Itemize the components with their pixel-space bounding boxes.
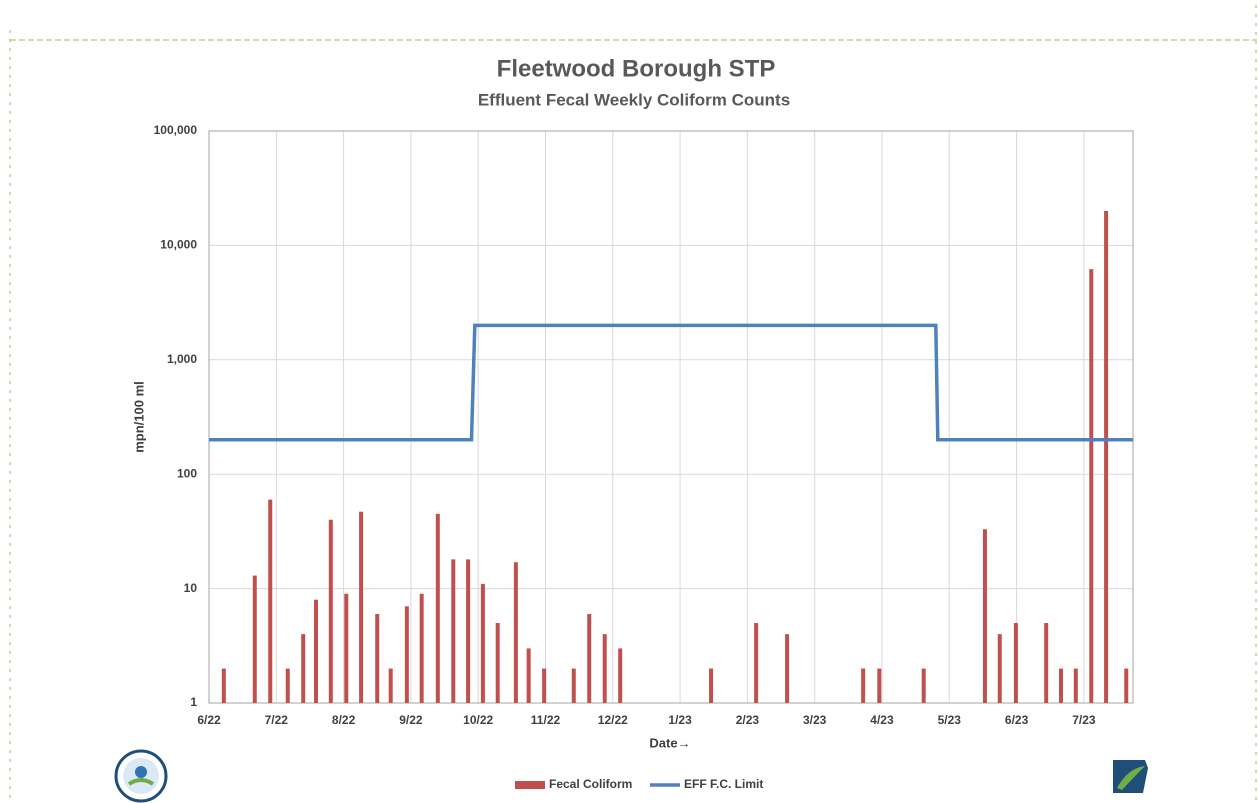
bar	[997, 634, 1002, 703]
x-tick-label: 12/22	[598, 713, 628, 727]
bar	[571, 668, 576, 703]
x-tick-label: 7/23	[1072, 713, 1096, 727]
bar	[1124, 668, 1129, 703]
legend-label: Fecal Coliform	[549, 777, 632, 791]
bar	[618, 648, 623, 703]
chart-title: Fleetwood Borough STP	[497, 55, 776, 82]
y-tick-label: 1,000	[167, 352, 197, 366]
bar	[602, 634, 607, 703]
x-tick-label: 10/22	[463, 713, 493, 727]
x-tick-label: 1/23	[668, 713, 692, 727]
limit-line	[209, 323, 1133, 442]
bar	[1089, 269, 1094, 703]
y-axis-label: mpn/100 ml	[131, 381, 146, 453]
bar	[435, 513, 440, 703]
x-axis-label: Date→	[649, 735, 690, 750]
legend-swatch	[515, 781, 545, 789]
x-tick-label: 11/22	[531, 713, 561, 727]
y-tick-label: 10	[184, 581, 198, 595]
bar	[359, 511, 364, 703]
pa-logo	[1113, 760, 1148, 793]
x-tick-label: 4/23	[870, 713, 894, 727]
x-tick-label: 3/23	[803, 713, 827, 727]
y-tick-label: 10,000	[160, 238, 197, 252]
bar	[542, 668, 547, 703]
x-tick-label: 9/22	[399, 713, 423, 727]
bar	[526, 648, 531, 703]
bar	[587, 613, 592, 703]
plot-frame	[208, 130, 1134, 704]
y-tick-label: 100	[177, 466, 197, 480]
bar	[1073, 668, 1078, 703]
bar	[419, 593, 424, 703]
bar	[404, 606, 409, 703]
bar	[268, 499, 273, 703]
bar	[861, 668, 866, 703]
bar	[301, 634, 306, 703]
bar	[375, 613, 380, 703]
chart-subtitle: Effluent Fecal Weekly Coliform Counts	[478, 90, 790, 109]
bar	[480, 583, 485, 703]
bar	[451, 559, 456, 703]
x-tick-label: 2/23	[736, 713, 760, 727]
bar	[877, 668, 882, 703]
bar	[328, 519, 333, 703]
bar	[785, 634, 790, 703]
bar	[513, 562, 518, 703]
x-tick-label: 8/22	[332, 713, 356, 727]
bar	[1058, 668, 1063, 703]
x-tick-label: 5/23	[938, 713, 962, 727]
bar	[388, 668, 393, 703]
bar	[466, 559, 471, 703]
x-tick-label: 6/22	[197, 713, 221, 727]
y-tick-label: 1	[190, 695, 197, 709]
x-tick-label: 7/22	[265, 713, 289, 727]
bar	[314, 599, 319, 703]
bar	[1104, 210, 1109, 704]
bar	[221, 668, 226, 703]
bar	[1044, 623, 1049, 703]
legend-label: EFF F.C. Limit	[684, 777, 763, 791]
bar	[921, 668, 926, 703]
bar	[754, 623, 759, 703]
y-tick-label: 100,000	[154, 123, 198, 137]
bar	[495, 623, 500, 703]
epa-logo	[114, 749, 168, 803]
bar	[285, 668, 290, 703]
bar	[982, 529, 987, 703]
bar	[344, 593, 349, 703]
x-tick-label: 6/23	[1005, 713, 1029, 727]
bar	[1013, 623, 1018, 703]
bar	[709, 668, 714, 703]
bar	[252, 575, 257, 703]
